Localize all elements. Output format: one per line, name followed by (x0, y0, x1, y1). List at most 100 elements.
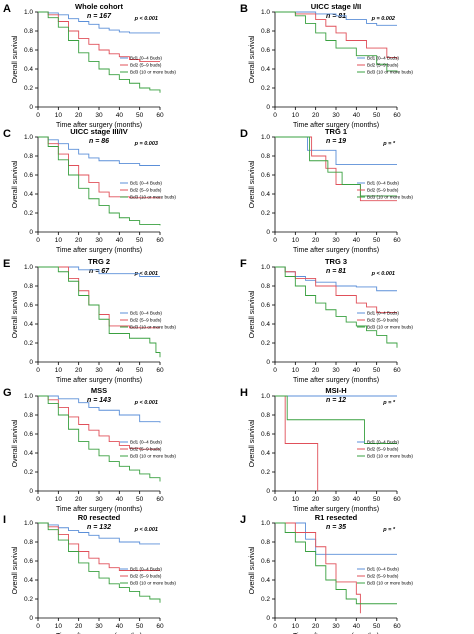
panel-n: n = 67 (89, 268, 110, 275)
x-tick-label: 40 (353, 237, 361, 244)
x-tick-label: 60 (156, 367, 164, 374)
series-line-bd3 (275, 395, 397, 444)
panel-letter: A (3, 3, 11, 15)
panel-n: n = 86 (89, 138, 109, 145)
panel-title: Whole cohort (75, 2, 123, 11)
y-tick-label: 0.6 (261, 47, 270, 54)
legend-label-bd2: Bd2 (5–9 buds) (130, 447, 162, 452)
y-tick-label: 0.6 (24, 302, 33, 309)
x-tick-label: 50 (136, 367, 144, 374)
y-tick-label: 0.6 (261, 558, 270, 565)
panel-b: B UICC stage I/II n = 81 p = 0.002 0 10 20 30 40… (240, 2, 413, 129)
x-tick-label: 50 (136, 496, 144, 503)
x-tick-label: 20 (75, 237, 83, 244)
y-tick-label: 0.6 (261, 302, 270, 309)
panel-i: I R0 resected n = 132 p < 0.001 0 10 20 30 40 50 6… (3, 513, 176, 634)
x-tick-label: 60 (393, 237, 401, 244)
x-tick-label: 10 (292, 623, 300, 630)
x-tick-label: 20 (312, 367, 320, 374)
series-line-bd2 (275, 266, 397, 314)
legend-label-bd1: Bd1 (0–4 Buds) (367, 181, 399, 186)
x-tick-label: 40 (353, 367, 361, 374)
x-tick-label: 60 (156, 237, 164, 244)
x-tick-label: 40 (116, 112, 124, 119)
legend-label-bd3: Bd3 (10 or more buds) (130, 581, 176, 586)
legend-label-bd1: Bd1 (0–4 Buds) (130, 440, 162, 445)
panel-title: UICC stage III/IV (70, 127, 128, 136)
x-tick-label: 30 (95, 112, 103, 119)
x-tick-label: 40 (116, 237, 124, 244)
y-tick-label: 1.0 (261, 520, 270, 527)
series-line-bd1 (38, 136, 160, 166)
x-tick-label: 60 (156, 496, 164, 503)
series-line-bd2 (38, 522, 160, 571)
x-tick-label: 0 (36, 496, 40, 503)
series-line-bd3 (275, 11, 398, 73)
series-line-bd2 (275, 11, 398, 60)
legend-label-bd1: Bd1 (0–4 Buds) (367, 56, 399, 61)
panel-p-value: p < 0.001 (134, 16, 158, 22)
y-tick-label: 0.4 (261, 321, 270, 328)
x-tick-label: 30 (332, 237, 340, 244)
panel-d: D TRG 1 n = 19 p = * 0 10 20 30 40 50 60 0 0.2 0.4 0.6… (240, 127, 413, 254)
y-tick-label: 0 (29, 359, 33, 366)
panel-letter: B (240, 3, 248, 15)
y-tick-label: 0 (266, 359, 270, 366)
y-tick-label: 0.4 (261, 191, 270, 198)
panel-p-value: p < 0.001 (134, 527, 158, 533)
panel-n: n = 19 (326, 138, 346, 145)
y-axis-label: Overall survival (12, 419, 19, 467)
panel-letter: H (240, 387, 248, 399)
x-tick-label: 50 (373, 237, 381, 244)
series-line-bd1 (38, 11, 160, 34)
legend-label-bd2: Bd2 (5–9 buds) (130, 318, 162, 323)
panel-title: TRG 2 (88, 257, 110, 266)
y-tick-label: 1.0 (261, 393, 270, 400)
panel-e: E TRG 2 n = 67 p < 0.001 0 10 20 30 40 50 60 0 0.2 0.… (3, 257, 176, 384)
x-tick-label: 10 (292, 367, 300, 374)
y-tick-label: 0.4 (24, 66, 33, 73)
x-tick-label: 20 (312, 623, 320, 630)
series-line-bd3 (275, 522, 397, 605)
y-tick-label: 1.0 (261, 134, 270, 141)
y-tick-label: 0.2 (24, 210, 33, 217)
panel-p-value: p = 0.003 (134, 141, 158, 147)
x-tick-label: 60 (393, 112, 401, 119)
y-axis-label: Overall survival (249, 546, 256, 594)
y-axis-label: Overall survival (12, 160, 19, 208)
y-tick-label: 0.4 (24, 321, 33, 328)
x-tick-label: 0 (36, 112, 40, 119)
y-tick-label: 0.4 (24, 191, 33, 198)
legend-label-bd3: Bd3 (10 or more buds) (130, 454, 176, 459)
series-line-bd3 (38, 395, 161, 482)
series-line-bd3 (38, 136, 161, 226)
legend-label-bd3: Bd3 (10 or more buds) (367, 325, 413, 330)
y-tick-label: 0.4 (24, 450, 33, 457)
legend-label-bd2: Bd2 (5–9 buds) (367, 447, 399, 452)
y-axis-label: Overall survival (12, 35, 19, 83)
panel-j: J R1 resected n = 35 p = * 0 10 20 30 40 50 60 0 0.2… (240, 513, 413, 634)
x-tick-label: 20 (75, 112, 83, 119)
legend-label-bd1: Bd1 (0–4 Buds) (367, 440, 399, 445)
panel-letter: D (240, 128, 248, 140)
legend-label-bd2: Bd2 (5–9 buds) (367, 574, 399, 579)
panel-n: n = 132 (87, 524, 111, 531)
panel-p-value: p = * (382, 527, 396, 533)
y-tick-label: 0 (266, 488, 270, 495)
legend-label-bd3: Bd3 (10 or more buds) (130, 195, 176, 200)
x-axis-label: Time after surgery (months) (293, 247, 379, 254)
y-tick-label: 0.2 (24, 469, 33, 476)
legend-label-bd3: Bd3 (10 or more buds) (130, 70, 176, 75)
x-tick-label: 60 (393, 367, 401, 374)
legend-label-bd3: Bd3 (10 or more buds) (130, 325, 176, 330)
panel-f: F TRG 3 n = 81 p < 0.001 0 10 20 30 40 50 60 0 0.2 0.… (240, 257, 413, 384)
y-tick-label: 0.8 (261, 153, 270, 160)
x-axis-label: Time after surgery (months) (293, 506, 379, 513)
y-tick-label: 1.0 (24, 134, 33, 141)
x-tick-label: 40 (116, 367, 124, 374)
y-tick-label: 0.2 (24, 596, 33, 603)
panel-p-value: p = 0.002 (371, 16, 395, 22)
panel-title: MSS (91, 386, 107, 395)
x-tick-label: 30 (332, 367, 340, 374)
legend-label-bd2: Bd2 (5–9 buds) (367, 188, 399, 193)
